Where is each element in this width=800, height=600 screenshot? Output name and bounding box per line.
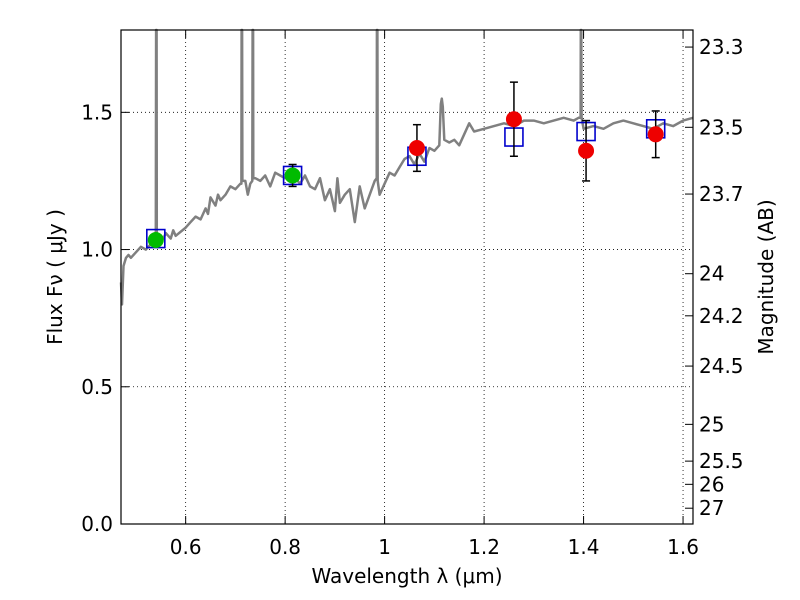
right-tick-label: 24 (699, 262, 724, 286)
y-tick-label: 0.5 (81, 375, 113, 399)
right-tick-label: 24.5 (699, 354, 744, 378)
observed-point-marker (578, 142, 595, 159)
observed-point-marker (284, 167, 301, 184)
axis-ticks (121, 30, 693, 525)
y-tick-label: 1.0 (81, 238, 113, 262)
x-tick-label: 1.6 (667, 535, 699, 559)
x-axis-label: Wavelength λ (μm) (311, 564, 502, 588)
tick-labels: 0.6 0.8 1 1.2 1.4 1.6 0.0 0.5 1.0 1.5 23.3 23.5 23.7… (81, 35, 743, 559)
observed-point-marker (147, 231, 164, 248)
observed-point-marker (647, 126, 664, 143)
observed-points-series (147, 81, 664, 248)
x-tick-label: 0.8 (269, 535, 301, 559)
y-tick-label: 0.0 (81, 512, 113, 536)
spectrum-series (119, 28, 694, 306)
x-tick-label: 0.6 (170, 535, 202, 559)
plot-frame (120, 29, 694, 525)
grid (121, 30, 693, 525)
right-axis-label: Magnitude (AB) (754, 199, 778, 354)
observed-point-marker (505, 111, 522, 128)
y-tick-label: 1.5 (81, 100, 113, 124)
spectrum-line (119, 28, 694, 306)
right-tick-label: 23.5 (699, 115, 744, 139)
right-tick-label: 27 (699, 496, 724, 520)
x-tick-label: 1.4 (568, 535, 600, 559)
x-tick-label: 1.2 (468, 535, 500, 559)
right-tick-label: 23.7 (699, 182, 744, 206)
observed-point-marker (408, 140, 425, 157)
x-tick-label: 1 (378, 535, 391, 559)
right-tick-label: 25 (699, 412, 724, 436)
right-tick-label: 23.3 (699, 35, 744, 59)
right-tick-label: 26 (699, 472, 724, 496)
right-tick-label: 25.5 (699, 449, 744, 473)
y-axis-label: Flux Fν ( μJy ) (43, 209, 67, 345)
right-tick-label: 24.2 (699, 304, 744, 328)
model-points-series (146, 119, 666, 249)
